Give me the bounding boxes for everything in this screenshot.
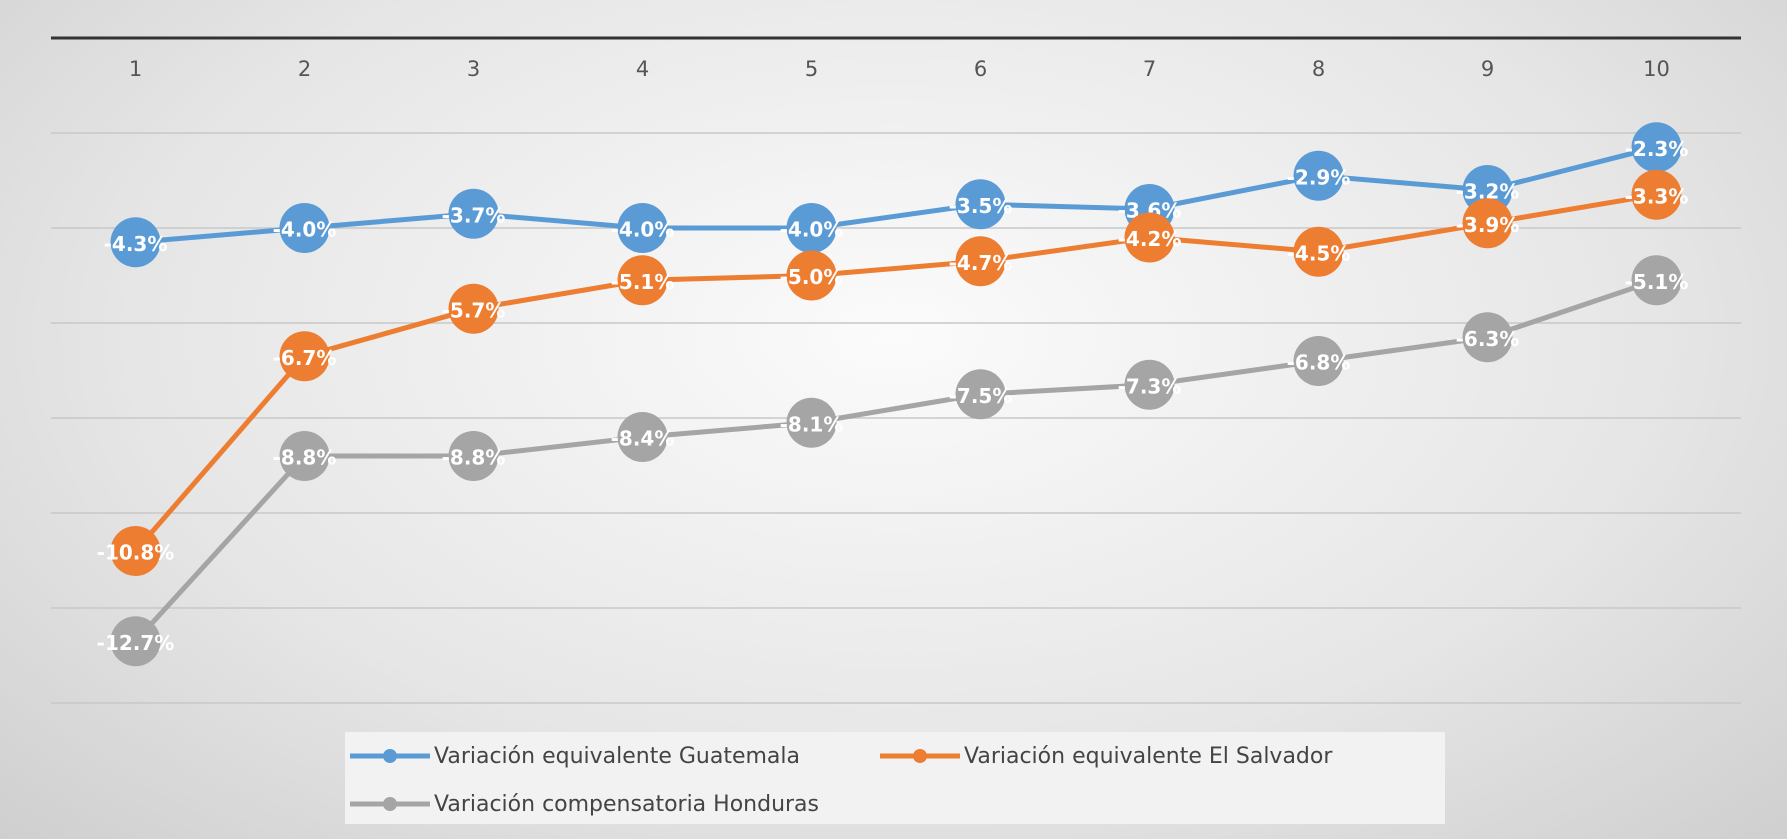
- point-marker: [1462, 198, 1513, 249]
- point-marker: [110, 616, 161, 667]
- x-tick-label: 1: [129, 57, 142, 81]
- data-label: -3.5%: [949, 194, 1013, 218]
- x-tick-label: 5: [805, 57, 818, 81]
- point-marker: [448, 431, 499, 481]
- point-marker: [955, 369, 1006, 420]
- data-label: -4.0%: [780, 218, 844, 242]
- x-tick-label: 10: [1643, 57, 1670, 81]
- series-line: [133, 192, 1657, 553]
- point-marker: [448, 188, 499, 239]
- series-line: [133, 277, 1658, 643]
- data-label: -4.0%: [611, 218, 675, 242]
- point-marker: [1124, 359, 1175, 410]
- point-marker: [279, 331, 330, 382]
- point-marker: [1293, 150, 1344, 201]
- data-label: -2.9%: [1287, 165, 1351, 189]
- data-label: -6.3%: [1456, 327, 1520, 351]
- data-label: -4.2%: [1118, 227, 1182, 251]
- data-label: -2.3%: [1625, 137, 1689, 161]
- x-tick-label: 3: [467, 57, 480, 81]
- point-marker: [786, 203, 837, 253]
- legend-label: Variación equivalente Guatemala: [434, 744, 800, 769]
- data-label: -10.8%: [97, 541, 175, 565]
- legend-box: [345, 732, 1445, 824]
- point-marker: [448, 283, 499, 334]
- point-marker: [617, 412, 668, 462]
- x-tick-label: 2: [298, 57, 311, 81]
- data-label: -8.8%: [442, 446, 506, 470]
- data-label: -4.5%: [1287, 241, 1351, 265]
- x-tick-label: 4: [636, 57, 649, 81]
- data-label: -4.3%: [104, 232, 168, 256]
- point-marker: [955, 179, 1006, 230]
- point-marker: [1293, 226, 1344, 277]
- point-marker: [1462, 312, 1513, 363]
- legend-label: Variación equivalente El Salvador: [964, 744, 1333, 769]
- point-marker: [279, 431, 330, 481]
- data-label: -6.7%: [273, 346, 337, 370]
- point-marker: [786, 250, 837, 301]
- data-label: -4.7%: [949, 251, 1013, 275]
- data-label: -8.4%: [611, 427, 675, 451]
- data-label: -3.9%: [1456, 213, 1520, 237]
- point-marker: [955, 236, 1006, 287]
- data-label: -5.1%: [611, 270, 675, 294]
- point-marker: [786, 397, 837, 448]
- x-tick-label: 8: [1312, 57, 1325, 81]
- data-label: -5.1%: [1625, 270, 1689, 294]
- point-marker: [110, 217, 161, 268]
- x-tick-label: 9: [1481, 57, 1494, 81]
- point-marker: [279, 203, 330, 253]
- data-label: -5.0%: [780, 265, 844, 289]
- data-label: -6.8%: [1287, 351, 1351, 375]
- data-label: -7.3%: [1118, 374, 1182, 398]
- data-label: -3.7%: [442, 203, 506, 227]
- data-label: -3.3%: [1625, 184, 1689, 208]
- point-marker: [1631, 122, 1682, 173]
- x-tick-label: 7: [1143, 57, 1156, 81]
- x-tick-label: 6: [974, 57, 987, 81]
- data-label: -8.8%: [273, 446, 337, 470]
- data-label: -4.0%: [273, 218, 337, 242]
- point-marker: [1631, 169, 1682, 220]
- data-label: -12.7%: [97, 631, 175, 655]
- legend-marker: [913, 749, 927, 763]
- point-marker: [617, 255, 668, 306]
- legend-label: Variación compensatoria Honduras: [434, 792, 819, 817]
- point-marker: [1124, 212, 1175, 263]
- point-marker: [617, 203, 668, 253]
- data-label: -7.5%: [949, 384, 1013, 408]
- data-label: -8.1%: [780, 412, 844, 436]
- series-line: [135, 144, 1658, 245]
- legend-marker: [383, 797, 397, 811]
- data-label: -5.7%: [442, 298, 506, 322]
- legend-marker: [383, 749, 397, 763]
- point-marker: [110, 526, 161, 576]
- point-marker: [1293, 336, 1344, 386]
- point-marker: [1631, 255, 1682, 306]
